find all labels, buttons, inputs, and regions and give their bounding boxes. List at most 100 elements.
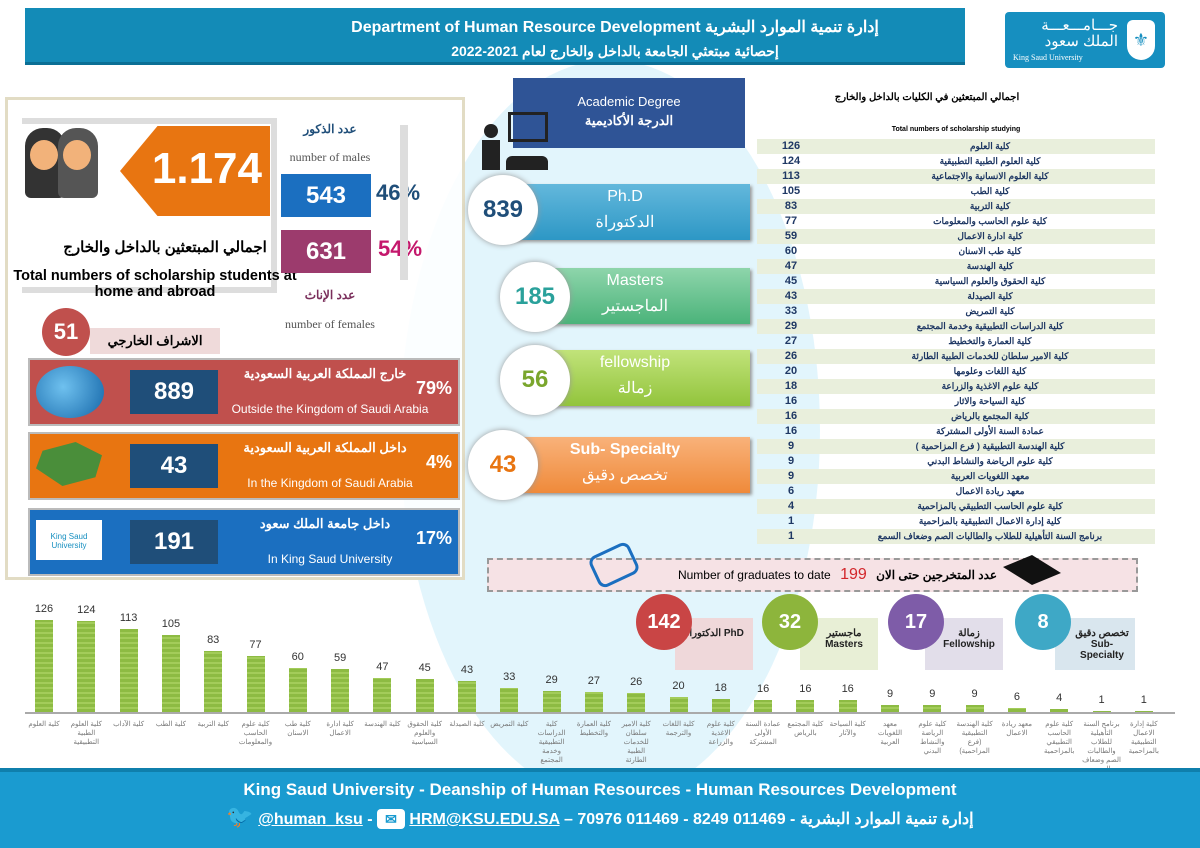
- chart-value-label: 124: [77, 604, 96, 617]
- chart-value-label: 59: [333, 651, 347, 664]
- graduates-fellowship-label: زمالة Fellowship: [925, 618, 1003, 670]
- chart-baseline: [25, 712, 1175, 714]
- header-subtitle: إحصائية مبتعثي الجامعة بالداخل والخارج ل…: [451, 43, 779, 59]
- location-label-en: In King Saud University: [267, 552, 393, 566]
- row-college: كلية علوم الاغذية والزراعة: [941, 381, 1039, 391]
- email-icon: ✉: [376, 809, 405, 829]
- graduates-masters-count: 32: [762, 594, 818, 650]
- table-row: 18 كلية علوم الاغذية والزراعة: [757, 379, 1155, 394]
- degree-masters-count: 185: [500, 262, 570, 332]
- chart-bar: [627, 693, 646, 712]
- location-label-ar: خارج المملكة العربية السعودية: [243, 366, 407, 381]
- chart-value-label: 18: [714, 681, 727, 694]
- twitter-link[interactable]: @human_ksu: [258, 811, 363, 828]
- location-percent: 4%: [425, 452, 452, 472]
- row-value: 77: [784, 215, 798, 227]
- chart-bar: [965, 705, 984, 712]
- degree-label-en: Sub- Specialty: [569, 441, 681, 458]
- chart-value-label: 126: [34, 603, 54, 615]
- row-college: كلية إدارة الاعمال التطبيقية بالمزاحمية: [918, 516, 1062, 526]
- row-college: كلية المجتمع بالرياض: [951, 411, 1029, 421]
- row-college: كلية الامير سلطان للخدمات الطبية الطارئة: [911, 351, 1069, 361]
- chart-bar: [1050, 709, 1069, 712]
- decorative-frame: [22, 118, 277, 293]
- row-college: كلية الهندسة: [966, 261, 1014, 271]
- graduates-label-ar: عدد المتخرجين حتى الان: [876, 568, 998, 582]
- row-value: 26: [784, 350, 798, 362]
- row-college: برنامج السنة التأهيلية للطلاب والطالبات …: [877, 531, 1103, 541]
- row-value: 126: [781, 140, 801, 152]
- graduates-label-en: Number of graduates to date: [677, 568, 831, 582]
- total-count: 1.174: [120, 126, 270, 216]
- chart-value-label: 105: [161, 618, 181, 631]
- location-outside-kingdom: 889 خارج المملكة العربية السعودية Outsid…: [28, 358, 460, 426]
- chart-bar: [1092, 711, 1111, 712]
- globe-icon: [36, 366, 104, 418]
- females-label-en: number of females: [285, 317, 375, 331]
- total-title-en: Total numbers of scholarship students at…: [13, 268, 297, 300]
- chart-category-label: كلية علوم الحاسب التطبيقي بالمزاحمية: [1044, 721, 1075, 755]
- chart-bar: [288, 668, 307, 712]
- chart-category-label: كلية الحقوق والعلوم السياسية: [407, 721, 443, 746]
- chart-bar: [881, 705, 899, 712]
- degree-label-ar: زمالة: [617, 380, 653, 397]
- chart-category-label: كلية السياحة والآثار: [829, 721, 866, 737]
- row-value: 83: [784, 200, 798, 212]
- table-row: 4 كلية علوم الحاسب التطبيقي بالمزاحمية: [757, 499, 1155, 514]
- chart-value-label: 60: [291, 651, 304, 664]
- face-icon: [30, 140, 58, 170]
- chart-category-label: كلية الهندسة التطبيقية (فرع المزاحمية): [956, 721, 993, 755]
- row-college: كلية ادارة الاعمال: [957, 231, 1023, 241]
- footer-dept: إدارة تنمية الموارد البشرية: [799, 811, 974, 828]
- chart-value-label: 9: [886, 688, 894, 701]
- chart-value-label: 4: [1056, 692, 1063, 705]
- row-value: 47: [784, 260, 798, 272]
- location-inside-kingdom: 43 داخل المملكة العربية السعودية In the …: [28, 432, 460, 500]
- footer-title: King Saud University - Deanship of Human…: [243, 780, 957, 799]
- row-value: 113: [782, 170, 800, 182]
- chart-bar: [796, 700, 815, 712]
- row-college: معهد اللغويات العربية: [950, 471, 1030, 481]
- chart-value-label: 29: [545, 673, 558, 686]
- footer-phones: 011469 8249 - 011469 70976: [577, 811, 786, 828]
- chart-bar: [161, 635, 180, 712]
- divider: [400, 125, 408, 280]
- email-link[interactable]: HRM@KSU.EDU.SA: [409, 811, 560, 828]
- chart-value-label: 1: [1140, 694, 1147, 707]
- location-count: 889: [130, 370, 218, 414]
- degree-label-ar: الدكتوراة: [595, 214, 655, 231]
- row-value: 27: [784, 335, 798, 347]
- footer: King Saud University - Deanship of Human…: [0, 768, 1200, 848]
- row-value: 16: [784, 395, 798, 407]
- table-row: 124 كلية العلوم الطبية التطبيقية: [757, 154, 1155, 169]
- row-college: كلية التمريض: [965, 306, 1015, 316]
- row-value: 20: [784, 365, 798, 377]
- chart-value-label: 9: [971, 688, 978, 701]
- chart-value-label: 113: [119, 612, 138, 625]
- degree-phd-bar: Ph.D الدكتوراة: [500, 184, 750, 240]
- table-title-ar: اجمالي المبتعثين في الكليات بالداخل والخ…: [834, 92, 1020, 103]
- chart-bar: [1007, 707, 1026, 712]
- row-value: 9: [787, 455, 795, 467]
- chart-category-label: كلية التربية: [197, 721, 229, 728]
- degree-label-en: fellowship: [599, 354, 671, 371]
- chart-value-label: 33: [503, 670, 516, 683]
- row-value: 1: [787, 515, 795, 527]
- table-row: 59 كلية ادارة الاعمال: [757, 229, 1155, 244]
- chart-value-label: 20: [672, 680, 685, 693]
- row-value: 1: [787, 530, 795, 542]
- location-percent: 79%: [415, 378, 452, 398]
- row-value: 45: [784, 275, 798, 287]
- chart-category-label: كلية العلوم: [28, 721, 60, 728]
- row-value: 9: [787, 440, 795, 452]
- chart-category-label: عمادة السنة الأولى المشتركة: [745, 721, 781, 746]
- location-label-ar: داخل المملكة العربية السعودية: [243, 440, 407, 455]
- row-college: كلية علوم الحاسب والمعلومات: [933, 216, 1047, 226]
- row-value: 105: [781, 185, 801, 197]
- table-row: 45 كلية الحقوق والعلوم السياسية: [757, 274, 1155, 289]
- ksu-logo-small: King Saud University: [36, 520, 102, 560]
- chart-value-label: 47: [376, 660, 389, 673]
- chart-bar: [1134, 711, 1153, 712]
- chart-value-label: 1: [1098, 694, 1105, 707]
